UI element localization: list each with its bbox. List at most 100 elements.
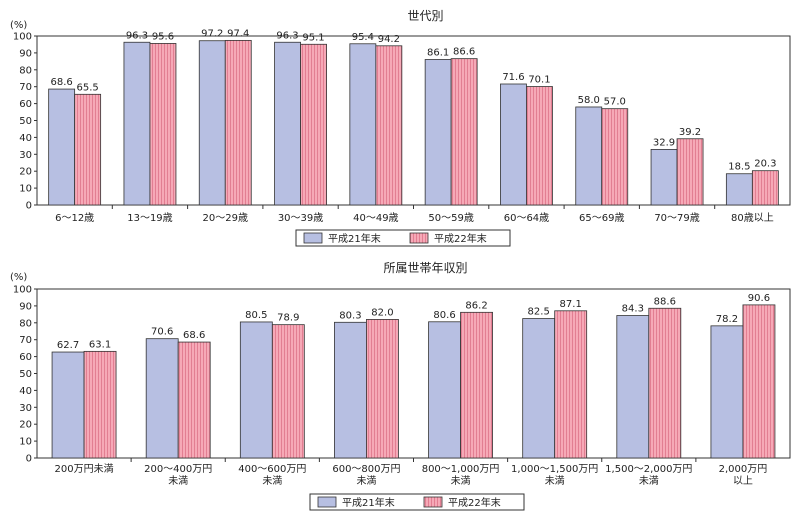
y-tick-label: 50 [19,369,32,380]
bar-h21 [710,325,744,459]
legend-swatch [303,232,323,244]
data-label: 32.9 [653,137,675,148]
x-tick-label: 2,000万円 [719,464,768,475]
legend-label: 平成22年末 [434,232,487,245]
y-tick-label: 40 [19,386,32,397]
y-tick-label: 70 [19,335,32,346]
bar-h22 [271,324,305,459]
data-label: 96.3 [276,30,298,41]
legend-label: 平成21年末 [328,232,381,245]
bar-h22 [450,58,478,206]
x-tick-label: 未満 [262,475,282,487]
bar-h21 [650,148,678,206]
x-tick-label: 200～400万円 [144,464,212,475]
x-tick-label: 40～49歳 [353,212,398,224]
legend-box [295,229,511,247]
bar-h22 [149,43,177,206]
legend: 平成21年末 平成22年末 [309,493,525,511]
bar-h21 [334,321,367,459]
legend-box [309,493,525,511]
data-label: 71.6 [502,72,524,83]
x-tick-label: 30～39歳 [278,212,323,224]
data-label: 80.6 [433,310,455,321]
bar-h22 [601,108,629,206]
x-tick-label: 未満 [451,475,471,487]
chart-by-generation: 世代別 (%) 0 10 20 30 40 50 60 70 80 90 100 6～12歳 68.6 65.… [10,9,791,247]
data-label: 88.6 [654,296,676,307]
x-tick-label: 13～19歳 [127,212,172,224]
bar-h21 [145,338,179,459]
bar-h22 [526,86,553,206]
x-tick-label: 65～69歳 [579,212,624,224]
data-label: 18.5 [728,162,750,173]
bar-h21 [274,41,301,206]
y-tick-label: 20 [19,167,32,178]
data-label: 80.5 [245,310,267,321]
data-label: 95.4 [352,32,374,43]
data-label: 68.6 [183,330,205,341]
x-tick-label: 未満 [356,475,376,487]
bar-h21 [616,315,650,459]
bar-h22 [224,39,252,206]
y-tick-label: 0 [26,454,32,465]
data-label: 90.6 [748,293,770,304]
data-label: 95.1 [302,32,324,43]
y-tick-label: 40 [19,133,32,144]
y-tick-label: 60 [19,352,32,363]
y-tick-label: 30 [19,150,32,161]
x-tick-label: 1,000～1,500万円 [511,464,598,475]
chart-title: 世代別 [407,9,443,23]
y-tick-label: 80 [19,318,32,329]
legend-label: 平成22年末 [448,496,501,509]
x-tick-label: 50～59歳 [428,212,473,224]
data-label: 82.0 [371,307,393,318]
bar-h21 [198,40,226,206]
bar-h22 [648,307,682,459]
data-label: 63.1 [89,339,111,350]
bar-h22 [83,350,117,459]
x-tick-label: 80歳以上 [731,212,774,224]
bar-h22 [74,93,102,206]
data-label: 62.7 [57,340,79,351]
y-tick-label: 10 [19,184,32,195]
data-label: 58.0 [578,95,600,106]
bar-h21 [51,351,85,459]
data-label: 95.6 [152,31,174,42]
bar-h21 [500,83,527,206]
bar-h21 [428,321,461,459]
bar-h21 [575,106,603,206]
bar-h21 [522,318,556,459]
bar-h22 [751,170,779,206]
data-label: 82.5 [528,307,550,318]
data-label: 86.1 [427,47,449,58]
data-label: 86.2 [465,300,487,311]
legend: 平成21年末 平成22年末 [295,229,511,247]
data-label: 80.3 [339,310,361,321]
x-tick-label: 未満 [168,475,188,487]
legend-swatch [423,496,443,508]
data-label: 97.4 [227,28,249,39]
legend-swatch [317,496,337,508]
x-tick-label: 未満 [545,475,565,487]
data-label: 84.3 [622,304,644,315]
bar-h22 [460,311,493,459]
x-tick-label: 60～64歳 [504,212,549,224]
y-tick-label: 10 [19,437,32,448]
y-tick-label: 0 [26,201,32,212]
y-tick-label: 60 [19,99,32,110]
data-label: 68.6 [51,77,73,88]
y-tick-label: 100 [13,32,32,43]
legend-swatch [409,232,429,244]
bar-h22 [742,304,776,459]
y-tick-label: 20 [19,420,32,431]
data-label: 57.0 [604,97,626,108]
bar-h22 [676,138,704,206]
data-label: 20.3 [754,159,776,170]
x-tick-label: 70～79歳 [654,212,699,224]
x-tick-label: 1,500～2,000万円 [605,464,692,475]
bar-h21 [424,59,452,206]
data-label: 97.2 [201,29,223,40]
bar-h21 [349,43,377,206]
legend-label: 平成21年末 [342,496,395,509]
